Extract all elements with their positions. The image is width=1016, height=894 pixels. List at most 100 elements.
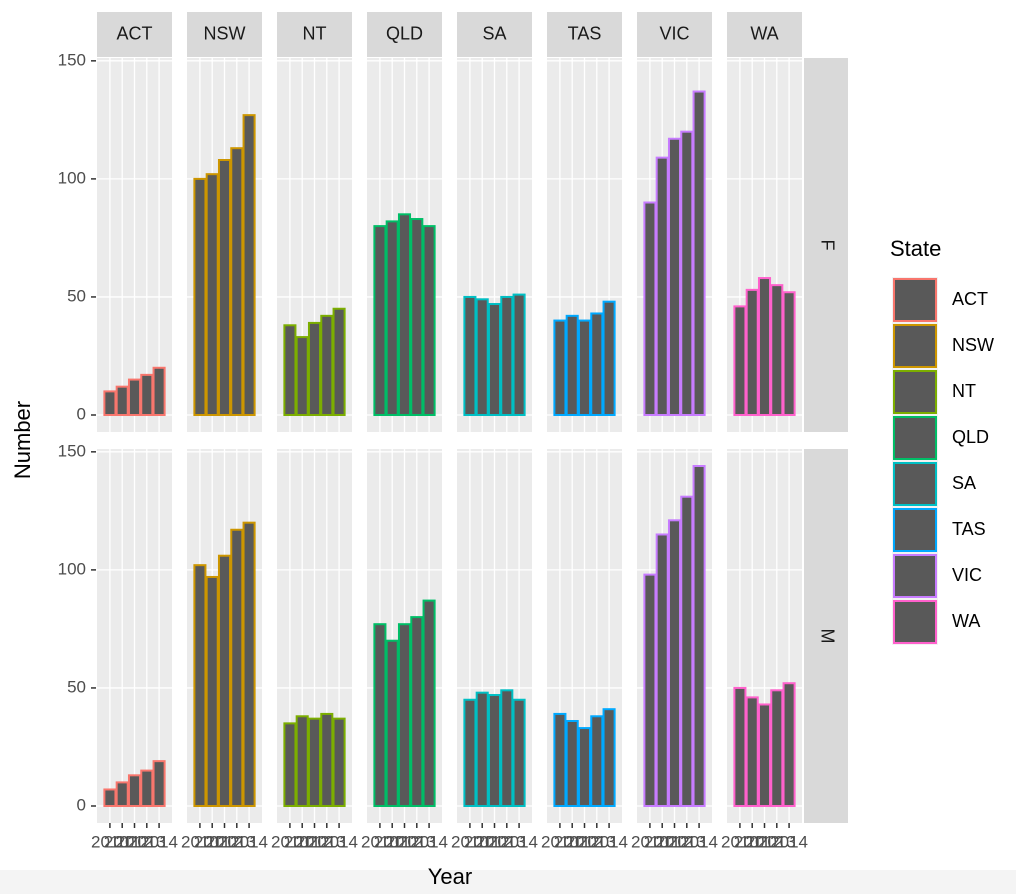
bar bbox=[332, 307, 346, 416]
x-tick-label: 2013 bbox=[128, 832, 166, 851]
bar bbox=[692, 90, 706, 417]
legend-label: TAS bbox=[952, 519, 986, 539]
y-tick-label: 50 bbox=[67, 286, 86, 305]
x-tick-label: 2010 bbox=[451, 832, 489, 851]
bar bbox=[242, 114, 256, 416]
bar bbox=[553, 319, 567, 416]
x-tick-label: 2013 bbox=[488, 832, 526, 851]
bar bbox=[115, 385, 129, 416]
bar bbox=[385, 220, 399, 416]
x-tick-label: 2011 bbox=[284, 832, 321, 851]
facet-label: NSW bbox=[204, 23, 246, 43]
legend-label: NSW bbox=[952, 335, 994, 355]
legend-key bbox=[893, 416, 937, 460]
y-tick-label: 100 bbox=[58, 559, 86, 578]
x-tick-label: 2011 bbox=[734, 832, 771, 851]
bar bbox=[655, 156, 669, 416]
facet-row-label: F bbox=[817, 240, 837, 251]
bar bbox=[320, 712, 334, 808]
legend-label: WA bbox=[952, 611, 980, 631]
bar bbox=[643, 201, 657, 416]
legend-key bbox=[893, 324, 937, 368]
bar bbox=[745, 288, 759, 416]
bar bbox=[103, 788, 117, 808]
y-tick-label: 150 bbox=[58, 441, 86, 460]
x-tick-label: 2014 bbox=[590, 832, 628, 851]
x-tick-label: 2012 bbox=[116, 832, 154, 851]
x-tick-label: 2013 bbox=[758, 832, 796, 851]
x-tick-label: 2011 bbox=[644, 832, 681, 851]
bar bbox=[217, 159, 232, 416]
x-tick-label: 2013 bbox=[308, 832, 346, 851]
facet-strip bbox=[457, 12, 532, 57]
x-tick-label: 2010 bbox=[91, 832, 129, 851]
bar bbox=[422, 225, 436, 416]
bar bbox=[733, 686, 747, 808]
bar bbox=[140, 769, 154, 807]
x-tick-label: 2012 bbox=[656, 832, 694, 851]
bar bbox=[410, 616, 424, 807]
bar bbox=[332, 717, 346, 808]
bar bbox=[602, 708, 616, 808]
facet-strip bbox=[727, 12, 802, 57]
facet-strip bbox=[367, 12, 442, 57]
bar bbox=[152, 760, 166, 808]
bar bbox=[295, 715, 309, 807]
facet-label: TAS bbox=[568, 23, 602, 43]
bar bbox=[487, 694, 502, 807]
legend-key bbox=[893, 370, 937, 414]
bar bbox=[782, 291, 796, 417]
x-tick-label: 2013 bbox=[398, 832, 436, 851]
x-tick-label: 2012 bbox=[476, 832, 514, 851]
bar bbox=[193, 564, 207, 808]
legend-title: State bbox=[890, 236, 941, 261]
y-tick-label: 0 bbox=[77, 795, 86, 814]
bar bbox=[655, 533, 669, 807]
bar bbox=[487, 303, 502, 416]
x-tick-label: 2013 bbox=[578, 832, 616, 851]
legend-key bbox=[893, 508, 937, 552]
legend-label: QLD bbox=[952, 427, 989, 447]
x-tick-label: 2012 bbox=[386, 832, 424, 851]
x-tick-label: 2012 bbox=[746, 832, 784, 851]
facet-strip bbox=[637, 12, 712, 57]
x-tick-label: 2011 bbox=[104, 832, 141, 851]
legend-label: VIC bbox=[952, 565, 982, 585]
x-tick-label: 2014 bbox=[320, 832, 358, 851]
x-tick-label: 2011 bbox=[554, 832, 591, 851]
bar bbox=[590, 312, 604, 417]
facet-strip bbox=[187, 12, 262, 57]
bar bbox=[745, 696, 759, 808]
legend-label: ACT bbox=[952, 289, 988, 309]
bar bbox=[140, 373, 154, 417]
bar bbox=[643, 573, 657, 807]
bar bbox=[770, 284, 784, 416]
bar bbox=[410, 218, 424, 416]
y-tick-label: 100 bbox=[58, 168, 86, 187]
bar bbox=[283, 324, 297, 416]
x-tick-label: 2012 bbox=[296, 832, 334, 851]
y-axis-title: Number bbox=[10, 401, 35, 479]
y-tick-label: 0 bbox=[77, 404, 86, 423]
x-tick-label: 2010 bbox=[631, 832, 669, 851]
bar bbox=[512, 293, 526, 417]
bar bbox=[577, 319, 592, 416]
x-tick-label: 2014 bbox=[410, 832, 448, 851]
bar bbox=[577, 727, 592, 807]
bar bbox=[307, 321, 322, 416]
bar bbox=[733, 305, 747, 416]
bar bbox=[565, 720, 579, 807]
x-tick-label: 2011 bbox=[194, 832, 231, 851]
bar bbox=[463, 295, 477, 417]
bar bbox=[553, 712, 567, 808]
facet-label: NT bbox=[303, 23, 327, 43]
facet-strip-row bbox=[804, 58, 848, 432]
x-tick-label: 2014 bbox=[230, 832, 268, 851]
x-tick-label: 2010 bbox=[541, 832, 579, 851]
bar bbox=[422, 599, 436, 807]
legend-label: NT bbox=[952, 381, 976, 401]
bar bbox=[152, 366, 166, 416]
legend-key bbox=[893, 462, 937, 506]
facet-label: WA bbox=[750, 23, 778, 43]
